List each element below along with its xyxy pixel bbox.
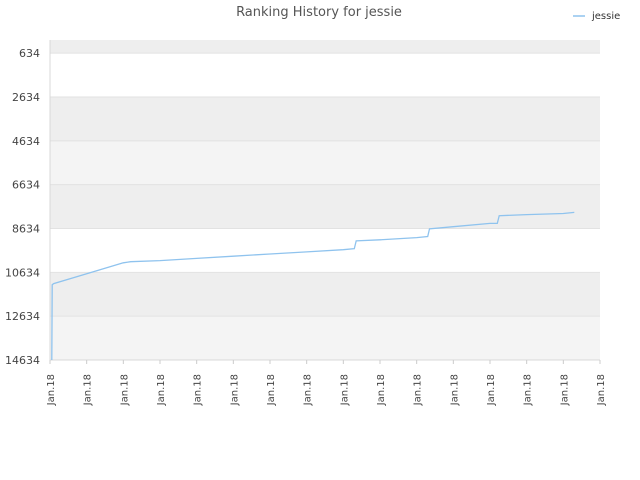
grid-band: [50, 272, 600, 317]
y-tick-label: 14634: [5, 354, 40, 367]
grid-band: [50, 140, 600, 185]
x-tick-label: Jan.18: [193, 374, 204, 406]
y-tick-label: 6634: [12, 179, 40, 192]
y-tick-label: 8634: [12, 222, 40, 235]
x-tick-label: Jan.18: [46, 374, 57, 406]
chart-title: Ranking History for jessie: [236, 5, 402, 20]
grid-band: [50, 53, 600, 97]
x-tick-label: Jan.18: [559, 374, 570, 406]
x-tick-label: Jan.18: [119, 374, 130, 406]
y-tick-label: 12634: [5, 310, 40, 323]
x-tick-label: Jan.18: [339, 374, 350, 406]
y-tick-label: 634: [19, 47, 40, 60]
legend-label-jessie: jessie: [591, 11, 620, 22]
series-line-jessie: [51, 211, 575, 361]
x-tick-label: Jan.18: [156, 374, 167, 406]
grid-band: [50, 316, 600, 360]
x-tick-label: Jan.18: [266, 374, 277, 406]
y-tick-label: 2634: [12, 91, 40, 104]
x-tick-label: Jan.18: [486, 374, 497, 406]
series-layer: [51, 211, 575, 361]
y-tick-label: 10634: [5, 266, 40, 279]
x-tick-label: Jan.18: [449, 374, 460, 406]
x-tick-label: Jan.18: [523, 374, 534, 406]
y-axis-ticks: 634 2634 4634 6634 8634 10634 12634 14634: [5, 47, 40, 367]
x-tick-label: Jan.18: [376, 374, 387, 406]
x-tick-label: Jan.18: [596, 374, 607, 406]
grid-band: [50, 40, 600, 54]
grid-bands: [50, 40, 600, 360]
x-tick-label: Jan.18: [413, 374, 424, 406]
grid-band: [50, 96, 600, 141]
x-tick-label: Jan.18: [83, 374, 94, 406]
x-axis-ticks: Jan.18 Jan.18 Jan.18 Jan.18 Jan.18 Jan.18 Jan.…: [46, 360, 607, 406]
x-tick-label: Jan.18: [229, 374, 240, 406]
y-tick-label: 4634: [12, 135, 40, 148]
grid-band: [50, 184, 600, 229]
legend[interactable]: jessie: [573, 11, 620, 22]
x-tick-label: Jan.18: [303, 374, 314, 406]
